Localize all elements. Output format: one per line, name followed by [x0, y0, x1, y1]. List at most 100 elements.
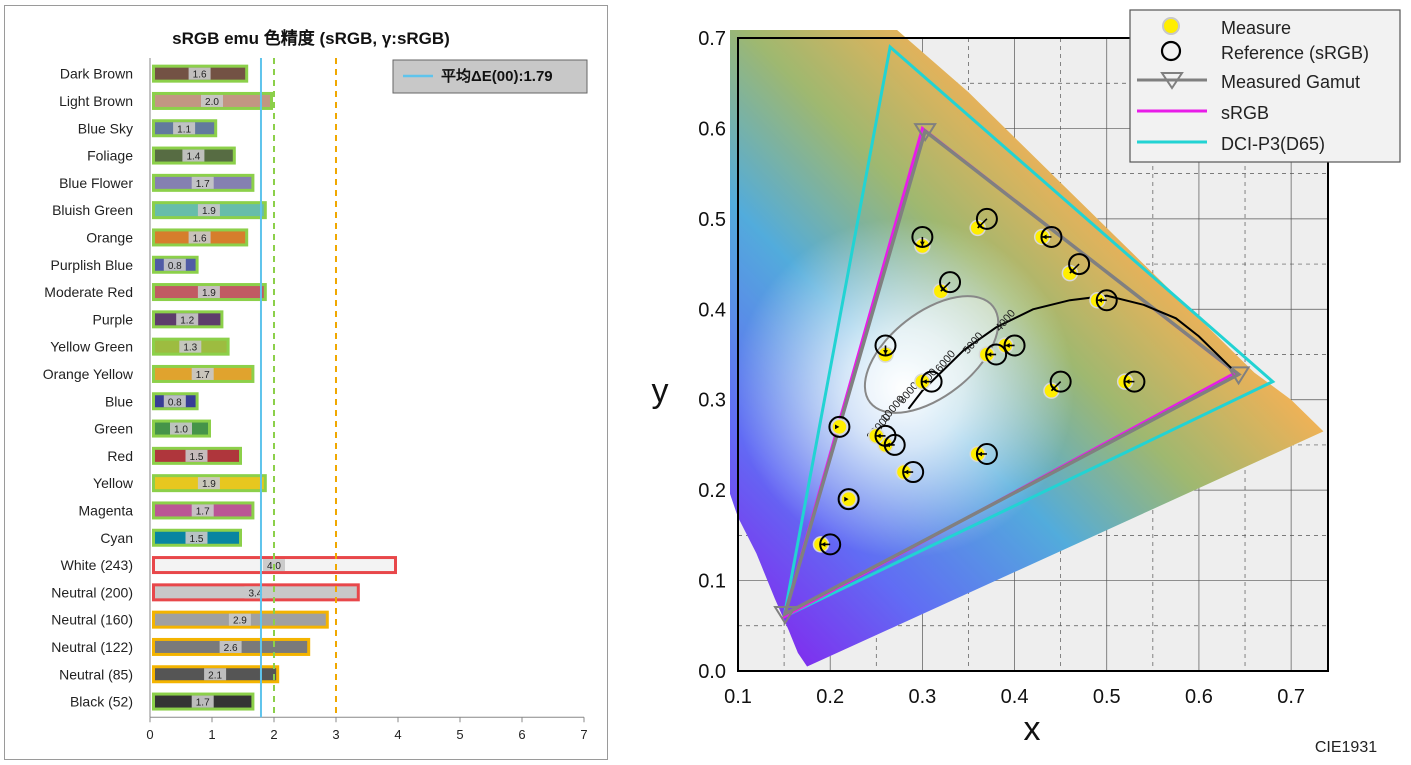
patch-point: [914, 370, 943, 393]
error-arrow-head: [922, 379, 927, 385]
plot-frame: [737, 37, 1329, 672]
error-arrow-head: [1125, 379, 1130, 385]
reference-point: [985, 343, 1008, 366]
error-arrow-head: [986, 352, 992, 357]
category-label: Bluish Green: [52, 202, 133, 218]
error-arrow-head: [820, 542, 826, 547]
bar-yellow: 1.9: [152, 474, 267, 493]
patch-point: [911, 225, 934, 255]
bar-value-box: [191, 367, 214, 380]
reference-point: [975, 442, 998, 465]
bar-value-label: 1.1: [177, 124, 191, 135]
reference-point: [975, 207, 998, 230]
category-label: Neutral (85): [59, 666, 133, 682]
category-label: Purplish Blue: [51, 257, 134, 273]
bar-value-box: [197, 286, 220, 299]
category-label: Yellow: [93, 475, 134, 491]
reference-point: [1123, 370, 1146, 393]
legend-reference-marker: [1160, 40, 1182, 62]
gamut-legend: Measure Reference (sRGB) Measured Gamut …: [1129, 9, 1401, 163]
bar-value-label: 2.9: [233, 616, 247, 627]
x-tick-label: 0.3: [908, 686, 936, 708]
x-tick-label: 7: [580, 727, 587, 742]
measured-gamut-vertex-marker: [913, 123, 937, 143]
y-tick-label: 0.2: [698, 480, 726, 502]
patch-point: [1043, 370, 1072, 399]
category-label: Yellow Green: [50, 339, 133, 355]
legend-measure-marker: [1162, 17, 1180, 35]
category-label: Light Brown: [59, 93, 133, 109]
bar-bluish-green: 1.9: [152, 201, 267, 220]
bar-value-box: [191, 695, 214, 708]
reference-point: [837, 488, 860, 511]
bar-value-box: [191, 504, 214, 517]
bar-light-brown: 2.0: [152, 91, 273, 110]
chart-legend: 平均ΔE(00):1.79: [392, 59, 588, 94]
x-tick-label: 0.5: [1093, 686, 1121, 708]
bar-purple: 1.2: [152, 310, 224, 329]
error-arrow-head: [844, 496, 849, 502]
reference-point: [1095, 289, 1118, 312]
category-label: Blue Sky: [78, 120, 133, 136]
error-arrow-head: [835, 424, 840, 430]
reference-point: [1040, 225, 1063, 248]
bar-value-label: 1.9: [202, 206, 216, 217]
x-tick-label: 0.6: [1185, 686, 1213, 708]
bar-neutral-85: 2.1: [152, 665, 280, 684]
legend-srgb-label: sRGB: [1221, 103, 1269, 123]
x-tick-label: 2: [270, 727, 277, 742]
category-label: Cyan: [100, 530, 133, 546]
x-tick-label: 0.7: [1277, 686, 1305, 708]
patch-point: [828, 415, 851, 438]
bar-value-label: 3.4: [248, 588, 262, 599]
bar-cyan: 1.5: [152, 528, 242, 547]
error-arrow-head: [1005, 343, 1010, 348]
x-tick-label: 0.1: [724, 686, 752, 708]
chart-title: sRGB emu 色精度 (sRGB, γ:sRGB): [172, 28, 450, 48]
x-tick-label: 3: [332, 727, 339, 742]
y-tick-label: 0.4: [698, 299, 726, 321]
y-tick-label: 0.3: [698, 390, 726, 412]
category-label: Blue Flower: [59, 175, 133, 191]
legend-gamut-label: Measured Gamut: [1221, 72, 1360, 92]
bar-value-label: 1.5: [190, 452, 204, 463]
category-label: Black (52): [70, 694, 133, 710]
error-arrow-head: [940, 286, 946, 292]
x-axis-label: x: [1024, 710, 1041, 748]
reference-point: [828, 415, 851, 438]
patch-point: [868, 424, 897, 447]
error-arrow-head: [919, 241, 925, 246]
category-label: Neutral (200): [51, 584, 133, 600]
bar-purplish-blue: 0.8: [152, 255, 199, 274]
bar-foliage: 1.4: [152, 146, 236, 165]
reference-point: [874, 334, 897, 357]
bar-value-label: 1.7: [196, 698, 210, 709]
bar-value-box: [179, 340, 202, 353]
y-tick-label: 0.6: [698, 118, 726, 140]
legend-reference-label: Reference (sRGB): [1221, 43, 1369, 63]
error-arrow-head: [903, 469, 909, 475]
patch-point: [978, 343, 1008, 366]
bar-value-box: [188, 67, 211, 80]
bar-value-box: [201, 94, 223, 107]
bar-value-box: [163, 258, 186, 271]
error-arrow-head: [876, 433, 881, 439]
y-axis-label: y: [652, 372, 669, 410]
bar-value-label: 2.6: [224, 643, 238, 654]
reference-point: [1068, 253, 1091, 276]
bar-value-label: 1.3: [183, 343, 197, 354]
bar-value-label: 1.2: [180, 315, 194, 326]
legend-gamut-triangle: [1160, 72, 1184, 90]
bar-value-label: 2.0: [205, 97, 219, 108]
error-arrow-head: [883, 350, 888, 355]
reference-point: [1003, 334, 1026, 357]
bar-neutral-200: 3.4: [152, 583, 360, 602]
reference-point: [902, 461, 925, 484]
patch-point: [1089, 289, 1118, 312]
error-arrow-head: [977, 223, 983, 228]
bar-value-label: 1.7: [196, 506, 210, 517]
y-tick-label: 0.7: [698, 28, 726, 50]
y-tick-label: 0.5: [698, 209, 726, 231]
dci-p3-gamut-triangle: [782, 44, 1276, 620]
legend-label-average: 平均ΔE(00):1.79: [441, 67, 553, 85]
